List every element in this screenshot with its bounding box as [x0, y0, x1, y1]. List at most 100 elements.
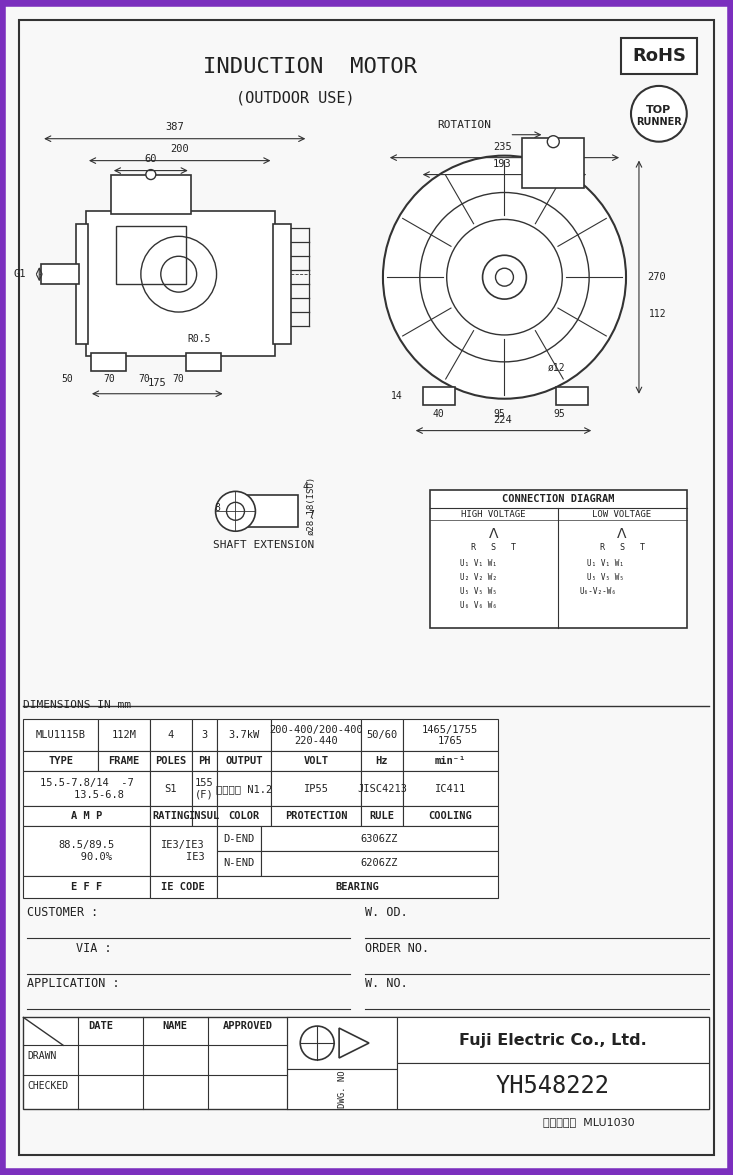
Text: 95: 95: [493, 409, 505, 418]
Text: 15.5-7.8/14  -7
    13.5-6.8: 15.5-7.8/14 -7 13.5-6.8: [40, 778, 133, 799]
FancyBboxPatch shape: [361, 806, 403, 826]
Text: R   S   T: R S T: [471, 543, 516, 552]
Text: U₆-V₂-W₆: U₆-V₂-W₆: [579, 588, 616, 596]
Text: OUTPUT: OUTPUT: [225, 757, 262, 766]
Text: CHECKED: CHECKED: [27, 1081, 68, 1092]
FancyBboxPatch shape: [150, 806, 191, 826]
FancyBboxPatch shape: [216, 851, 262, 875]
Text: 155
(F): 155 (F): [195, 778, 213, 799]
Text: ROTATION: ROTATION: [438, 120, 492, 129]
Text: 50: 50: [62, 374, 73, 384]
FancyBboxPatch shape: [111, 175, 191, 214]
FancyBboxPatch shape: [271, 751, 361, 771]
Text: RUNNER: RUNNER: [636, 116, 682, 127]
FancyBboxPatch shape: [150, 826, 216, 875]
Text: 95: 95: [553, 409, 565, 418]
FancyBboxPatch shape: [397, 1018, 709, 1063]
FancyBboxPatch shape: [216, 826, 262, 851]
Text: DWG. NO: DWG. NO: [338, 1070, 347, 1108]
Text: 4: 4: [168, 731, 174, 740]
Text: 6206ZZ: 6206ZZ: [361, 859, 398, 868]
Text: INDUCTION  MOTOR: INDUCTION MOTOR: [203, 56, 417, 78]
Circle shape: [216, 491, 255, 531]
Text: ø28.18(ISO): ø28.18(ISO): [307, 476, 316, 535]
Polygon shape: [81, 132, 350, 699]
Text: IE3/IE3
    IE3: IE3/IE3 IE3: [161, 840, 205, 861]
FancyBboxPatch shape: [150, 719, 191, 751]
FancyBboxPatch shape: [150, 751, 191, 771]
Text: RULE: RULE: [369, 811, 394, 821]
Text: ø12: ø12: [548, 363, 565, 372]
FancyBboxPatch shape: [23, 875, 150, 898]
Polygon shape: [339, 1028, 369, 1058]
Text: U₅ V₅ W₅: U₅ V₅ W₅: [587, 573, 625, 582]
Circle shape: [146, 169, 156, 180]
Text: 50/60: 50/60: [366, 731, 397, 740]
FancyBboxPatch shape: [191, 806, 216, 826]
Text: 3: 3: [201, 731, 207, 740]
Text: 70: 70: [103, 374, 115, 384]
Text: U₁ V₁ W₁: U₁ V₁ W₁: [587, 559, 625, 568]
Text: CUSTOMER :: CUSTOMER :: [27, 906, 98, 919]
Text: DATE: DATE: [89, 1021, 114, 1032]
Text: 224: 224: [493, 415, 512, 424]
Text: DRAWN: DRAWN: [27, 1052, 56, 1061]
FancyBboxPatch shape: [403, 719, 498, 751]
Text: 40: 40: [433, 409, 445, 418]
Polygon shape: [370, 132, 559, 699]
FancyBboxPatch shape: [23, 1018, 709, 1109]
Circle shape: [383, 155, 626, 398]
FancyBboxPatch shape: [216, 875, 498, 898]
Text: 3.7kW: 3.7kW: [229, 731, 259, 740]
Text: ORDER NO.: ORDER NO.: [365, 941, 429, 954]
Text: JISC4213: JISC4213: [357, 784, 407, 794]
Text: U₂ V₂ W₂: U₂ V₂ W₂: [460, 573, 497, 582]
Text: SHAFT EXTENSION: SHAFT EXTENSION: [213, 540, 314, 550]
FancyBboxPatch shape: [191, 719, 216, 751]
FancyBboxPatch shape: [262, 851, 498, 875]
Text: 235: 235: [493, 142, 512, 152]
Text: Fuji Electric Co., Ltd.: Fuji Electric Co., Ltd.: [459, 1033, 647, 1048]
Text: COLOR: COLOR: [229, 811, 259, 821]
Text: TOP: TOP: [647, 105, 671, 115]
Text: PH: PH: [198, 757, 210, 766]
FancyBboxPatch shape: [361, 771, 403, 806]
FancyBboxPatch shape: [4, 5, 729, 1170]
FancyBboxPatch shape: [185, 352, 221, 371]
Text: min⁻¹: min⁻¹: [435, 757, 465, 766]
FancyBboxPatch shape: [287, 1018, 397, 1069]
FancyBboxPatch shape: [621, 38, 697, 74]
FancyBboxPatch shape: [23, 826, 150, 875]
Text: APPROVED: APPROVED: [222, 1021, 273, 1032]
Text: R   S   T: R S T: [600, 543, 644, 552]
FancyBboxPatch shape: [361, 751, 403, 771]
Text: E F F: E F F: [71, 882, 102, 892]
Text: 7: 7: [308, 510, 314, 521]
Text: 8: 8: [215, 503, 221, 513]
Text: PROTECTION: PROTECTION: [285, 811, 347, 821]
Text: COOLING: COOLING: [428, 811, 472, 821]
Text: HIGH VOLTAGE: HIGH VOLTAGE: [461, 510, 526, 519]
FancyBboxPatch shape: [403, 771, 498, 806]
Text: VIA :: VIA :: [76, 941, 111, 954]
Text: 175: 175: [147, 378, 166, 388]
FancyBboxPatch shape: [403, 806, 498, 826]
Text: U₁ V₁ W₁: U₁ V₁ W₁: [460, 559, 497, 568]
Text: N-END: N-END: [224, 859, 254, 868]
Text: NAME: NAME: [162, 1021, 187, 1032]
FancyBboxPatch shape: [150, 875, 216, 898]
FancyBboxPatch shape: [403, 751, 498, 771]
FancyBboxPatch shape: [216, 751, 271, 771]
Text: R0.5: R0.5: [187, 334, 210, 344]
FancyBboxPatch shape: [76, 224, 88, 344]
FancyBboxPatch shape: [23, 806, 150, 826]
FancyBboxPatch shape: [271, 719, 361, 751]
FancyBboxPatch shape: [23, 771, 150, 806]
Text: IC411: IC411: [435, 784, 465, 794]
FancyBboxPatch shape: [23, 751, 98, 771]
Text: 193: 193: [493, 159, 512, 168]
Text: CONNECTION DIAGRAM: CONNECTION DIAGRAM: [502, 495, 614, 504]
Text: FRAME: FRAME: [108, 757, 139, 766]
Text: 112: 112: [649, 309, 666, 320]
FancyBboxPatch shape: [191, 751, 216, 771]
